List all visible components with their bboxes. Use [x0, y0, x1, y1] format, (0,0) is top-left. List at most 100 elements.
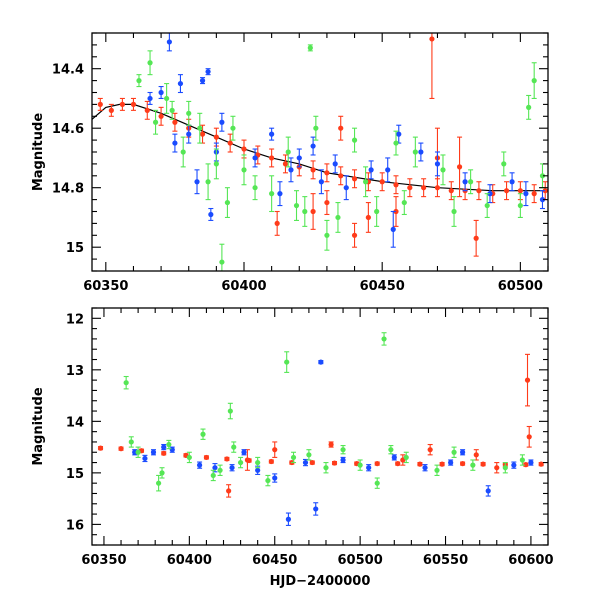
- data-point: [213, 148, 219, 180]
- data-point: [396, 124, 402, 144]
- data-point: [365, 202, 371, 233]
- data-point: [290, 451, 297, 464]
- data-point: [388, 445, 394, 455]
- data-point: [381, 332, 387, 346]
- data-point: [451, 196, 457, 227]
- data-point: [343, 175, 349, 201]
- data-point: [501, 151, 507, 177]
- y-tick-label: 14.8: [52, 182, 84, 197]
- data-point: [517, 181, 523, 201]
- y-tick-label: 14: [66, 415, 84, 430]
- data-point: [524, 353, 531, 407]
- data-point: [205, 68, 211, 76]
- data-point: [237, 456, 244, 469]
- x-tick-label: 60500: [498, 279, 543, 294]
- data-point: [523, 462, 529, 468]
- series-2: [123, 332, 525, 492]
- data-point: [119, 97, 125, 111]
- data-point: [440, 154, 446, 186]
- data-point: [480, 461, 486, 467]
- data-point: [142, 454, 148, 463]
- data-point: [158, 86, 164, 99]
- data-point: [169, 446, 175, 453]
- x-tick-label: 60400: [167, 553, 212, 568]
- data-point: [84, 75, 89, 81]
- data-point: [135, 446, 141, 458]
- data-point: [538, 461, 544, 467]
- data-point: [448, 181, 454, 201]
- data-point: [274, 210, 280, 236]
- top-panel: 60350 60400 60450 60500 14.4 14.6 14.8 15 Magnit…: [31, 32, 549, 294]
- data-point: [539, 190, 546, 210]
- data-point: [199, 124, 206, 144]
- data-point: [208, 207, 214, 221]
- data-point: [484, 193, 490, 218]
- x-tick-label: 60400: [221, 279, 266, 294]
- data-point: [180, 136, 186, 168]
- data-point: [158, 106, 164, 126]
- data-point: [252, 148, 258, 168]
- series-0: [97, 353, 544, 498]
- data-point: [421, 178, 427, 198]
- y-tick-label: 15: [66, 467, 84, 482]
- data-point: [456, 136, 463, 198]
- data-point: [503, 181, 510, 201]
- data-point: [473, 449, 479, 461]
- data-point: [309, 459, 315, 466]
- data-point: [269, 148, 275, 168]
- data-point: [310, 160, 316, 180]
- plot-frame: [91, 32, 549, 272]
- data-point: [150, 449, 157, 456]
- y-tick-label: 15: [66, 241, 84, 256]
- data-point: [417, 461, 423, 467]
- data-point: [152, 109, 159, 135]
- data-point: [241, 449, 247, 456]
- data-point: [531, 62, 537, 99]
- data-point: [340, 456, 346, 464]
- data-point: [136, 74, 142, 88]
- data-point: [224, 187, 231, 218]
- data-point: [324, 190, 330, 216]
- data-point: [448, 459, 454, 466]
- data-point: [379, 172, 385, 192]
- data-point: [186, 451, 192, 464]
- data-point: [473, 219, 479, 257]
- data-point: [302, 196, 308, 227]
- data-point: [282, 154, 289, 174]
- data-point: [363, 166, 369, 198]
- data-point: [97, 97, 103, 111]
- x-tick-label: 60600: [508, 553, 553, 568]
- data-point: [374, 460, 380, 467]
- data-point: [351, 127, 358, 153]
- data-point: [194, 169, 200, 195]
- data-point: [519, 454, 525, 466]
- data-point: [509, 172, 515, 192]
- data-point: [197, 112, 203, 144]
- data-point: [161, 450, 167, 456]
- data-point: [284, 351, 290, 373]
- data-point: [351, 169, 358, 189]
- series-1: [132, 359, 534, 526]
- data-point: [324, 219, 330, 251]
- data-point: [357, 459, 363, 471]
- x-axis-title: HJD−2400000: [270, 574, 371, 589]
- data-point: [407, 178, 413, 198]
- x-tick-label: 60450: [360, 279, 405, 294]
- data-point: [331, 460, 338, 466]
- data-point: [293, 190, 300, 221]
- data-point: [226, 484, 232, 498]
- data-point: [123, 375, 129, 390]
- data-point: [277, 181, 283, 207]
- data-point: [526, 425, 532, 448]
- data-point: [434, 151, 441, 177]
- data-point: [528, 459, 534, 466]
- data-point: [395, 460, 401, 467]
- data-point: [403, 451, 409, 464]
- data-point: [368, 160, 374, 180]
- data-point: [172, 112, 178, 132]
- data-point: [434, 464, 440, 476]
- data-point: [230, 115, 236, 141]
- data-point: [460, 460, 466, 467]
- data-point: [318, 169, 324, 195]
